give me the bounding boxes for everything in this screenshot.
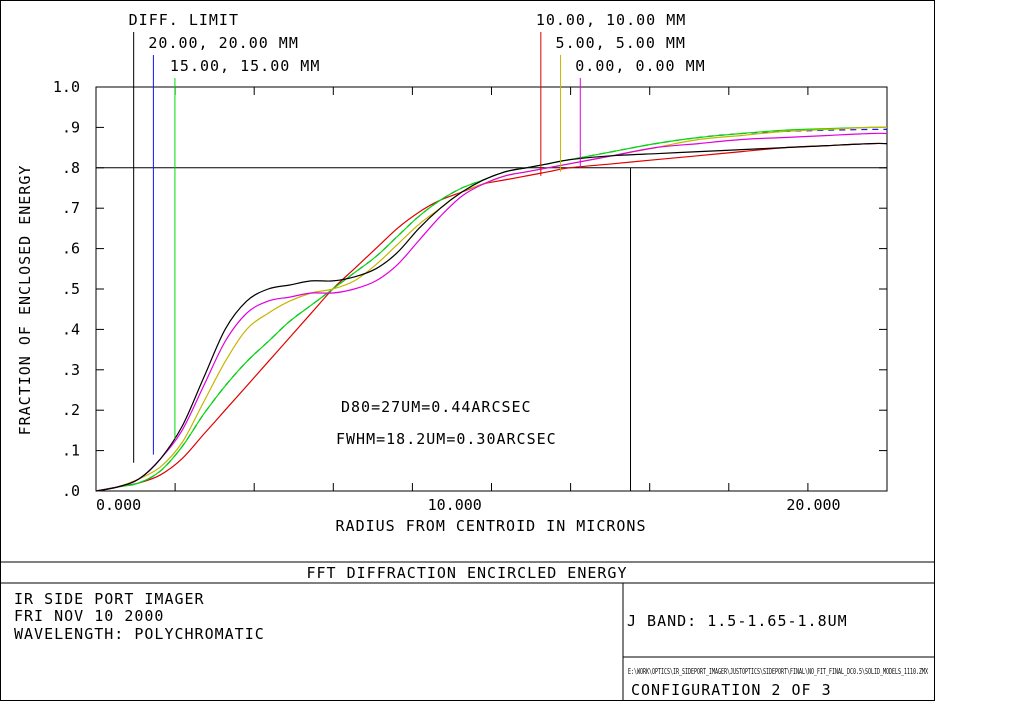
footer-title: FFT DIFFRACTION ENCIRCLED ENERGY (307, 564, 628, 582)
y-tick-labels: 1.0 .9 .8 .7 .6 .5 .4 .3 .2 .1 .0 (53, 78, 80, 500)
marker-label: 10.00, 10.00 MM (536, 11, 686, 29)
marker-label: 5.00, 5.00 MM (556, 34, 686, 52)
fwhm-annotation: FWHM=18.2UM=0.30ARCSEC (336, 430, 557, 448)
marker-label: DIFF. LIMIT (129, 11, 239, 29)
marker-label: 20.00, 20.00 MM (148, 34, 298, 52)
y-tick-label: .3 (62, 361, 80, 379)
y-tick-label: .4 (62, 320, 80, 338)
footer-filepath: E:\WORK\OPTICS\IR_SIDEPORT_IMAGER\JUSTOP… (628, 667, 928, 676)
marker-label: 0.00, 0.00 MM (575, 57, 705, 75)
y-tick-label: .8 (62, 159, 80, 177)
footer-configuration: CONFIGURATION 2 OF 3 (631, 681, 832, 699)
marker-labels: DIFF. LIMIT 20.00, 20.00 MM 15.00, 15.00 M… (129, 11, 705, 75)
y-tick-label: .1 (62, 442, 80, 460)
y-tick-label: .0 (62, 482, 80, 500)
y-tick-label: .7 (62, 199, 80, 217)
marker-lines (133, 32, 581, 463)
y-tick-label: .9 (62, 118, 80, 136)
footer-line-1: IR SIDE PORT IMAGER (14, 590, 205, 608)
y-tick-label: 1.0 (53, 78, 80, 96)
plot-area: 1.0 .9 .8 .7 .6 .5 .4 .3 .2 .1 .0 0.000 10.000 20.00… (53, 32, 888, 514)
series-line (95, 142, 888, 492)
x-axis-label: RADIUS FROM CENTROID IN MICRONS (336, 517, 647, 535)
y-tick-label: .2 (62, 401, 80, 419)
d80-annotation: D80=27UM=0.44ARCSEC (341, 398, 532, 416)
series-lines (95, 126, 888, 492)
tick-marks (95, 86, 888, 492)
y-tick-label: .6 (62, 240, 80, 258)
x-tick-label: 20.000 (786, 496, 840, 514)
y-axis-label: FRACTION OF ENCLOSED ENERGY (16, 165, 34, 436)
x-tick-label: 10.000 (428, 496, 482, 514)
x-tick-label: 0.000 (96, 496, 141, 514)
y-tick-label: .5 (62, 280, 80, 298)
marker-label: 15.00, 15.00 MM (170, 57, 320, 75)
series-line (95, 142, 888, 492)
footer-line-3: WAVELENGTH: POLYCHROMATIC (14, 625, 265, 643)
reference-lines (96, 167, 887, 491)
page-border (0, 0, 935, 701)
series-line (95, 126, 888, 492)
footer-line-2: FRI NOV 10 2000 (14, 607, 164, 625)
series-line (95, 132, 888, 492)
footer-band: J BAND: 1.5-1.65-1.8UM (627, 612, 848, 630)
x-tick-labels: 0.000 10.000 20.000 (96, 496, 841, 514)
series-line (95, 126, 888, 492)
